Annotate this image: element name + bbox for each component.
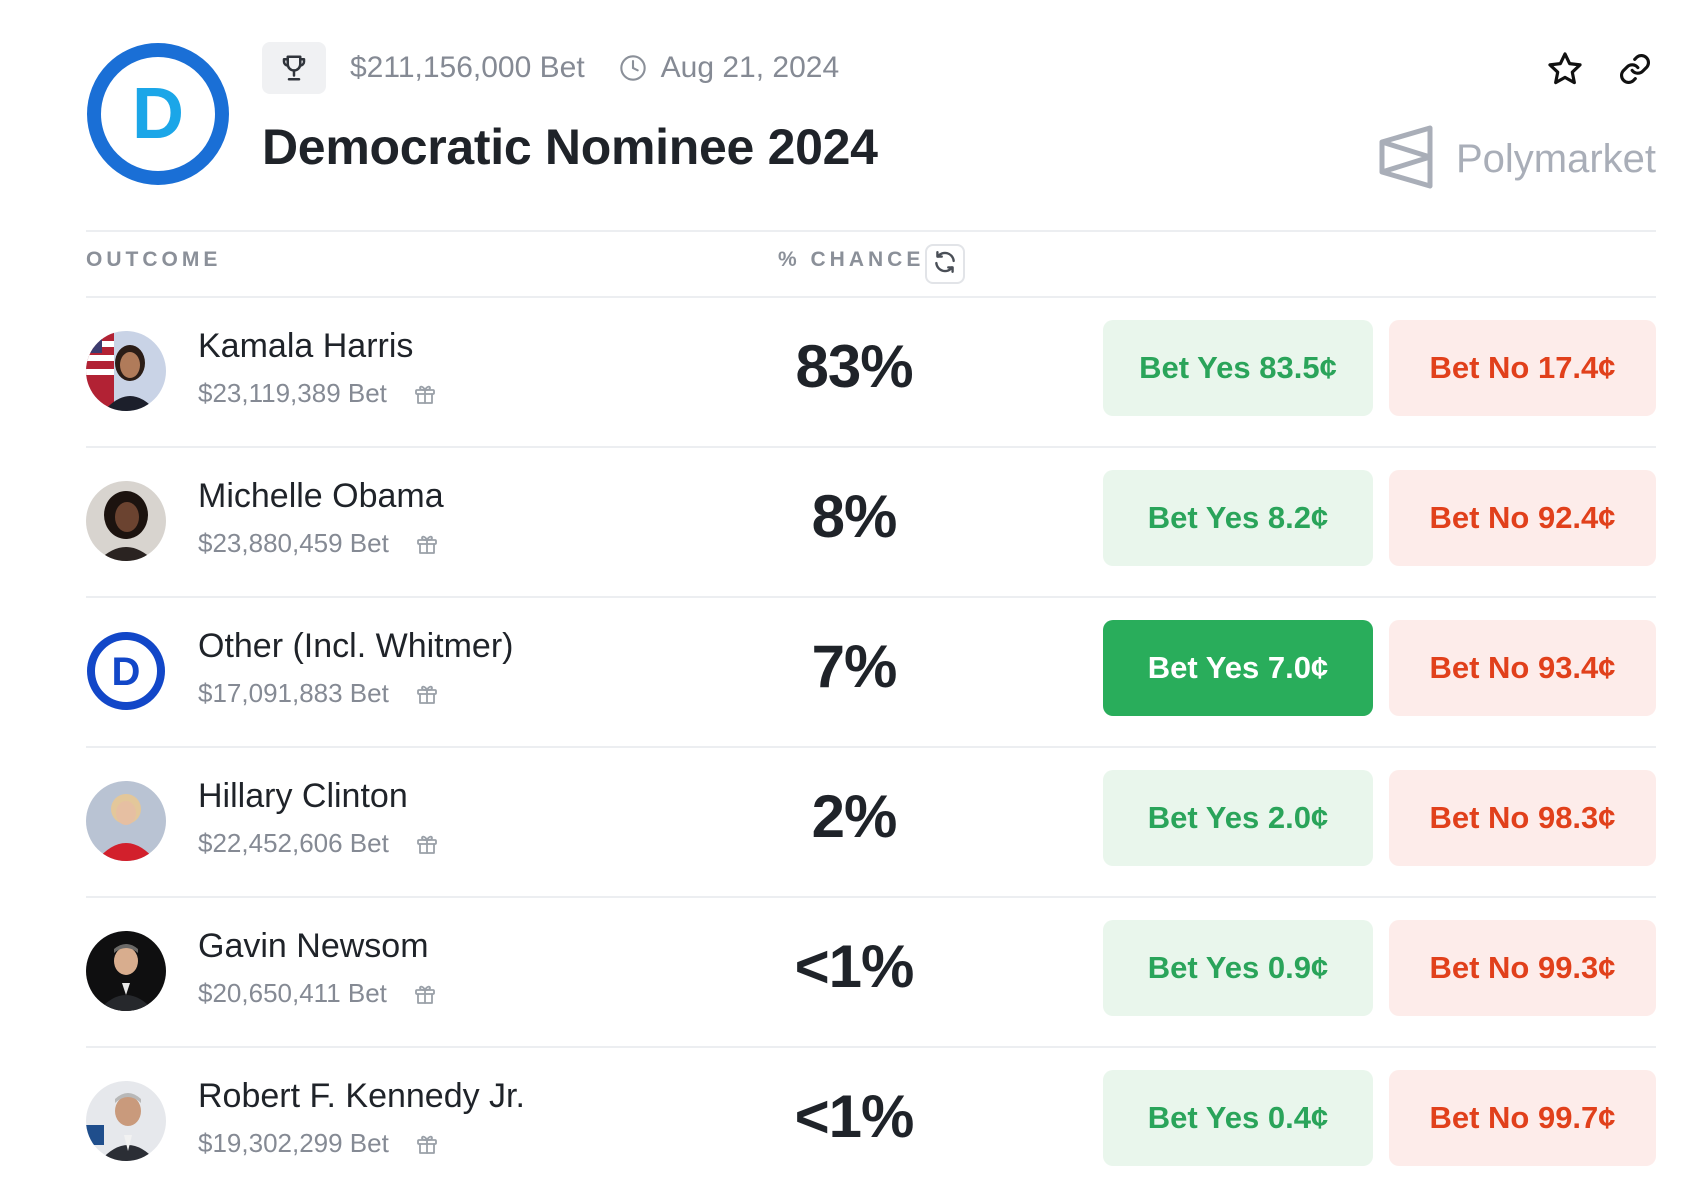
avatar bbox=[86, 481, 166, 561]
table-row[interactable]: D Other (Incl. Whitmer) $17,091,883 Bet … bbox=[86, 596, 1656, 746]
bet-yes-button[interactable]: Bet Yes 0.4¢ bbox=[1103, 1070, 1373, 1166]
gift-icon[interactable] bbox=[415, 682, 439, 706]
divider bbox=[86, 446, 1656, 448]
bet-no-button[interactable]: Bet No 93.4¢ bbox=[1389, 620, 1656, 716]
outcome-volume: $23,880,459 Bet bbox=[198, 528, 389, 558]
event-end-date: Aug 21, 2024 bbox=[660, 51, 840, 84]
table-row[interactable]: Michelle Obama $23,880,459 Bet 8% Bet Ye… bbox=[86, 446, 1656, 596]
bet-no-button[interactable]: Bet No 99.3¢ bbox=[1389, 920, 1656, 1016]
divider bbox=[86, 746, 1656, 748]
brand-name: Polymarket bbox=[1455, 137, 1656, 181]
bet-no-button[interactable]: Bet No 17.4¢ bbox=[1389, 320, 1656, 416]
polymarket-brand: Polymarket bbox=[1378, 124, 1656, 195]
avatar-letter: D bbox=[112, 650, 141, 694]
table-row[interactable]: Kamala Harris $23,119,389 Bet 83% Bet Ye… bbox=[86, 296, 1656, 446]
gift-icon[interactable] bbox=[413, 982, 437, 1006]
table-row[interactable]: Robert F. Kennedy Jr. $19,302,299 Bet <1… bbox=[86, 1046, 1656, 1184]
outcome-volume: $20,650,411 Bet bbox=[198, 978, 387, 1008]
chance-column-header: % CHANCE bbox=[778, 248, 925, 271]
outcome-name[interactable]: Kamala Harris bbox=[198, 327, 414, 365]
page-title: Democratic Nominee 2024 bbox=[262, 119, 878, 175]
outcome-name[interactable]: Gavin Newsom bbox=[198, 927, 429, 965]
divider bbox=[86, 230, 1656, 232]
event-actions bbox=[1544, 48, 1656, 90]
democratic-party-logo: D bbox=[86, 42, 230, 186]
outcome-name[interactable]: Michelle Obama bbox=[198, 477, 444, 515]
bet-yes-button[interactable]: Bet Yes 7.0¢ bbox=[1103, 620, 1373, 716]
divider bbox=[86, 896, 1656, 898]
avatar bbox=[86, 331, 166, 411]
democratic-party-avatar: D bbox=[86, 631, 166, 711]
avatar bbox=[86, 931, 166, 1011]
avatar bbox=[86, 781, 166, 861]
logo-letter: D bbox=[132, 74, 184, 154]
link-icon[interactable] bbox=[1614, 48, 1656, 90]
bet-no-button[interactable]: Bet No 92.4¢ bbox=[1389, 470, 1656, 566]
gift-icon[interactable] bbox=[415, 532, 439, 556]
gift-icon[interactable] bbox=[415, 1132, 439, 1156]
outcome-volume: $23,119,389 Bet bbox=[198, 378, 387, 408]
outcome-volume: $22,452,606 Bet bbox=[198, 828, 389, 858]
bet-yes-button[interactable]: Bet Yes 0.9¢ bbox=[1103, 920, 1373, 1016]
trophy-icon bbox=[262, 42, 326, 94]
outcome-name[interactable]: Other (Incl. Whitmer) bbox=[198, 627, 514, 665]
outcome-volume: $17,091,883 Bet bbox=[198, 678, 389, 708]
event-volume: $211,156,000 Bet bbox=[350, 51, 585, 84]
outcome-volume: $19,302,299 Bet bbox=[198, 1128, 389, 1158]
table-row[interactable]: Hillary Clinton $22,452,606 Bet 2% Bet Y… bbox=[86, 746, 1656, 896]
bet-yes-button[interactable]: Bet Yes 2.0¢ bbox=[1103, 770, 1373, 866]
bet-yes-button[interactable]: Bet Yes 83.5¢ bbox=[1103, 320, 1373, 416]
divider bbox=[86, 596, 1656, 598]
outcome-chance: 7% bbox=[811, 633, 898, 700]
gift-icon[interactable] bbox=[415, 832, 439, 856]
divider bbox=[86, 296, 1656, 298]
bet-no-button[interactable]: Bet No 99.7¢ bbox=[1389, 1070, 1656, 1166]
event-header: D $211,156,000 Bet Aug 21, 2024 Democrat… bbox=[86, 42, 1656, 202]
refresh-icon bbox=[932, 249, 958, 280]
outcome-name[interactable]: Hillary Clinton bbox=[198, 777, 408, 815]
table-row[interactable]: Gavin Newsom $20,650,411 Bet <1% Bet Yes… bbox=[86, 896, 1656, 1046]
avatar bbox=[86, 1081, 166, 1161]
divider bbox=[86, 1046, 1656, 1048]
gift-icon[interactable] bbox=[413, 382, 437, 406]
event-meta: $211,156,000 Bet Aug 21, 2024 bbox=[262, 42, 839, 94]
outcome-name[interactable]: Robert F. Kennedy Jr. bbox=[198, 1077, 525, 1115]
star-icon[interactable] bbox=[1544, 48, 1586, 90]
polymarket-logo-icon bbox=[1378, 124, 1434, 195]
outcome-column-header: OUTCOME bbox=[86, 248, 222, 271]
outcome-chance: 2% bbox=[811, 783, 898, 850]
outcome-chance: 83% bbox=[795, 333, 913, 400]
outcome-chance: <1% bbox=[794, 1083, 915, 1150]
outcome-chance: <1% bbox=[794, 933, 915, 1000]
outcome-chance: 8% bbox=[811, 483, 898, 550]
clock-icon bbox=[619, 54, 647, 82]
bet-no-button[interactable]: Bet No 98.3¢ bbox=[1389, 770, 1656, 866]
bet-yes-button[interactable]: Bet Yes 8.2¢ bbox=[1103, 470, 1373, 566]
refresh-button[interactable] bbox=[925, 244, 965, 284]
